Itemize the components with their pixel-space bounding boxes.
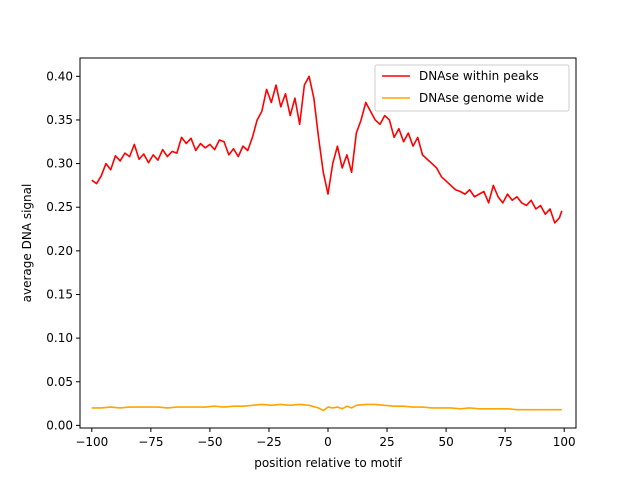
y-tick-label: 0.30 <box>46 157 73 171</box>
x-tick-label: 0 <box>324 435 332 449</box>
series-line-0 <box>91 75 563 224</box>
x-tick-label: 25 <box>379 435 394 449</box>
y-tick-label: 0.20 <box>46 244 73 258</box>
legend: DNAse within peaks DNAse genome wide <box>374 64 570 112</box>
x-tick-label: −50 <box>197 435 222 449</box>
series-line-1 <box>91 403 562 412</box>
x-tick-label: 100 <box>553 435 576 449</box>
plot-area <box>80 58 576 428</box>
x-tick-label: −25 <box>256 435 281 449</box>
y-axis-ticks: 0.00 0.05 0.10 0.15 0.20 0.25 0.30 0.35 0.40 <box>46 69 80 432</box>
y-tick-label: 0.15 <box>46 287 73 301</box>
x-tick-label: 50 <box>438 435 453 449</box>
x-tick-label: 75 <box>498 435 513 449</box>
y-tick-label: 0.10 <box>46 331 73 345</box>
x-axis-ticks: −100 −75 −50 −25 0 25 50 75 100 <box>75 428 576 449</box>
y-tick-label: 0.00 <box>46 418 73 432</box>
x-axis-label: position relative to motif <box>254 456 402 470</box>
legend-box <box>374 64 570 112</box>
y-axis-label: average DNA signal <box>20 184 34 303</box>
y-tick-label: 0.25 <box>46 200 73 214</box>
y-tick-label: 0.40 <box>46 69 73 83</box>
legend-label-within-peaks: DNAse within peaks <box>419 69 539 83</box>
x-tick-label: −100 <box>75 435 108 449</box>
legend-label-genome-wide: DNAse genome wide <box>419 91 544 105</box>
series-layer <box>91 75 563 412</box>
x-tick-label: −75 <box>138 435 163 449</box>
y-tick-label: 0.05 <box>46 375 73 389</box>
y-tick-label: 0.35 <box>46 113 73 127</box>
